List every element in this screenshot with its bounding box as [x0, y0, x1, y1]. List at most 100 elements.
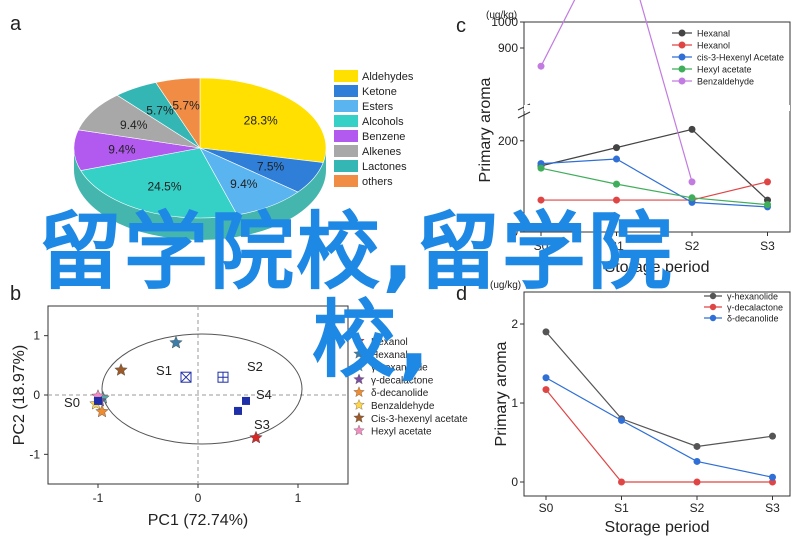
x-tick-label: S1: [609, 239, 624, 253]
pie-label: 9.4%: [108, 142, 136, 156]
series-point: [613, 180, 620, 188]
series-line: [545, 377, 773, 478]
legend-star: [353, 335, 365, 346]
legend-label: Hexyl acetate: [697, 65, 752, 75]
pie-depth: [74, 148, 326, 240]
legend-marker: [709, 314, 717, 322]
series-point: [613, 196, 620, 204]
legend-star: [353, 347, 365, 359]
panel-b-ticks: -1 0 1 1 0 -1: [29, 329, 301, 505]
panel-d: d (ug/kg) 0 1 2 S0 S1 S2 S3 γ-hexanolideγ-deca…: [456, 280, 791, 536]
panel-c-ticks: 1000 900 200 0 S0 S1 S2 S3: [491, 15, 790, 253]
legend-marker: [678, 53, 686, 61]
legend-star: [353, 424, 365, 436]
series-point: [542, 328, 550, 336]
sample-marker: [242, 396, 250, 405]
y-tick-label: -1: [29, 447, 40, 461]
x-tick-label: 0: [195, 491, 202, 505]
legend-label: δ-decanolide: [727, 314, 779, 324]
pie-label: 24.5%: [147, 180, 181, 194]
series-point: [688, 178, 696, 186]
panel-c-unit: (ug/kg): [486, 10, 517, 21]
x-tick-label: S2: [685, 239, 700, 253]
x-tick-label: 1: [295, 491, 302, 505]
sample-label: S3: [254, 417, 270, 432]
sample-label: S1: [156, 363, 172, 378]
legend-label: Alcohols: [362, 116, 404, 128]
y-tick-label: 1000: [491, 15, 518, 29]
series-line: [545, 389, 773, 483]
loading-star: [114, 363, 128, 376]
legend-label: Aldehydes: [362, 71, 414, 83]
legend-marker: [678, 77, 686, 85]
series-point: [688, 125, 696, 133]
pie-slice-alcohols: [80, 147, 238, 219]
pie-label: 5.7%: [146, 104, 174, 118]
y-tick-label: 200: [498, 134, 518, 148]
panel-d-lines: [542, 328, 776, 486]
x-tick-label: S1: [614, 501, 629, 515]
pie-slice-aldehydes: [199, 77, 327, 163]
panel-c-legend: Hexanal Hexanol cis-3-Hexenyl Acetate Hexyl…: [672, 29, 784, 87]
panel-a: a 28.3%7.5%9.4%24.5%9.4%9.4%5.7%5.7% Ald…: [10, 13, 414, 240]
sample-label: S4: [256, 387, 272, 402]
series-point: [542, 374, 550, 382]
pie-label: 9.4%: [120, 118, 148, 132]
series-line: [540, 158, 768, 208]
series-point: [764, 201, 771, 209]
legend-swatch: [334, 130, 358, 142]
legend-swatch: [334, 175, 358, 187]
sample-label: S2: [247, 359, 263, 374]
series-line: [540, 0, 693, 183]
legend-label: Esters: [362, 101, 394, 113]
legend-label: Hexanal: [371, 350, 408, 361]
legend-swatch: [334, 145, 358, 157]
series-point: [693, 478, 701, 486]
series-line: [540, 128, 768, 201]
y-tick-label: 0: [511, 475, 518, 489]
legend-swatch: [334, 115, 358, 127]
panel-c-ylabel: Primary aroma: [477, 77, 494, 182]
sample-marker-cross: [180, 371, 192, 383]
series-point: [693, 457, 701, 465]
legend-label: γ-hexanolide: [727, 292, 778, 302]
series-point: [613, 155, 620, 163]
series-line: [541, 181, 768, 201]
legend-label: γ-decalactone: [371, 375, 434, 386]
panel-b-ylabel: PC2 (18.97%): [11, 345, 28, 446]
panel-d-letter: d: [456, 283, 467, 305]
legend-swatch: [334, 100, 358, 112]
y-tick-label: 1: [33, 329, 40, 343]
legend-marker: [678, 65, 686, 73]
sample-marker-cross: [218, 372, 228, 383]
panel-d-ylabel: Primary aroma: [493, 341, 510, 446]
legend-label: Lactones: [362, 161, 407, 173]
pie-label: 7.5%: [257, 160, 285, 174]
legend-label: Alkenes: [362, 146, 402, 158]
legend-label: δ-decanolide: [371, 388, 429, 399]
legend-marker: [709, 292, 717, 300]
series-point: [688, 194, 696, 202]
y-tick-label: 0: [511, 225, 518, 239]
legend-swatch: [334, 70, 358, 82]
sample-marker: [94, 396, 102, 405]
legend-marker: [709, 303, 717, 311]
x-tick-label: -1: [93, 491, 104, 505]
series-point: [769, 432, 776, 440]
series-point: [613, 144, 620, 152]
series-point: [542, 386, 550, 394]
x-tick-label: S0: [539, 501, 554, 515]
legend-marker: [678, 41, 686, 49]
loading-star: [249, 430, 263, 444]
loading-star: [169, 335, 183, 349]
series-line: [545, 331, 773, 448]
panel-c-frame: [523, 21, 791, 233]
panel-d-xlabel: Storage period: [605, 519, 710, 536]
panel-c-lines: [537, 0, 771, 211]
legend-label: Benzaldehyde: [371, 401, 435, 412]
legend-label: Hexanal: [697, 29, 730, 39]
